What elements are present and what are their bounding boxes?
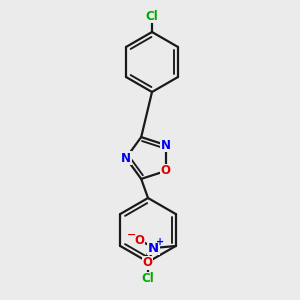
Text: N: N xyxy=(148,242,159,254)
Text: +: + xyxy=(156,237,164,247)
Text: Cl: Cl xyxy=(146,10,158,22)
Text: O: O xyxy=(161,164,171,177)
Text: O: O xyxy=(135,233,145,247)
Text: O: O xyxy=(143,256,153,269)
Text: N: N xyxy=(161,139,171,152)
Text: N: N xyxy=(121,152,131,164)
Text: −: − xyxy=(127,230,136,240)
Text: Cl: Cl xyxy=(142,272,154,286)
